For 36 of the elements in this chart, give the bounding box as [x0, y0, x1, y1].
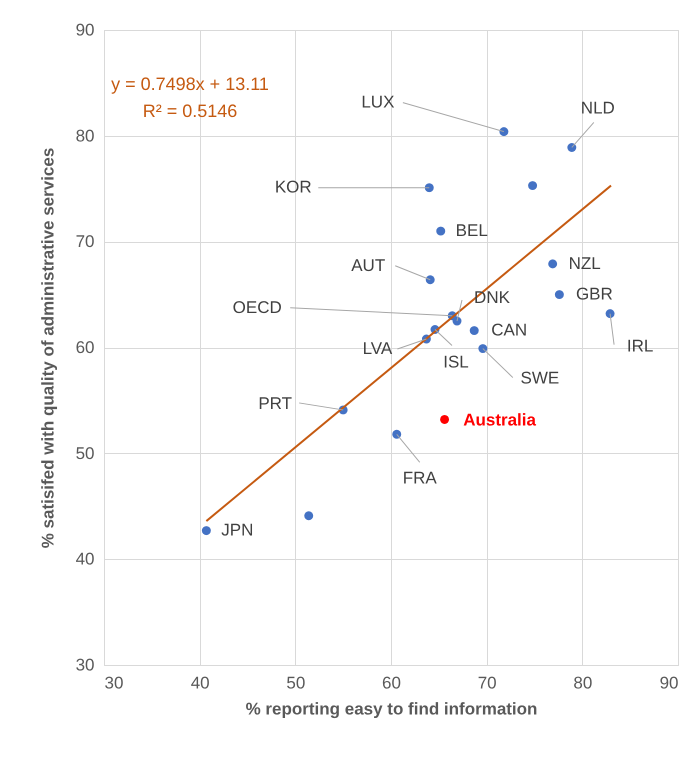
annotation: LUX	[361, 92, 394, 112]
annotation: DNK	[474, 288, 511, 308]
annotation: PRT	[258, 394, 292, 413]
x-tick-label: 70	[478, 674, 497, 692]
y-tick-label: 40	[76, 550, 94, 569]
annotation: CAN	[491, 320, 528, 340]
x-tick-label: 60	[382, 674, 401, 692]
annotation: y = 0.7498x + 13.11	[111, 74, 269, 94]
annotation: SWE	[520, 368, 560, 388]
annotation: GBR	[576, 284, 613, 304]
y-tick-label: 80	[76, 126, 94, 146]
x-tick-label: 80	[573, 674, 592, 692]
annotation: AUT	[351, 256, 386, 275]
x-tick-label: 90	[660, 674, 678, 692]
y-tick-label: 50	[76, 444, 94, 463]
y-tick-label: 90	[76, 20, 94, 40]
annotation: Australia	[463, 410, 536, 430]
x-tick-label: 50	[286, 674, 306, 692]
annotation: BEL	[456, 221, 488, 240]
annotation: IRL	[626, 336, 654, 356]
y-tick-label: 30	[76, 656, 94, 674]
annotation: KOR	[274, 178, 312, 197]
y-tick-label: 60	[76, 338, 94, 357]
annotation: NZL	[568, 254, 601, 273]
annotation: JPN	[221, 520, 254, 540]
annotation: LVA	[362, 339, 393, 358]
x-tick-label: 30	[104, 674, 124, 692]
annotation: FRA	[402, 468, 438, 488]
y-axis-title: % satisifed with quality of administrative services	[38, 148, 58, 548]
annotation: OECD	[232, 298, 282, 317]
annotation: ISL	[443, 352, 469, 372]
y-tick-label: 70	[76, 232, 94, 252]
x-axis-title: % reporting easy to find information	[246, 700, 538, 718]
x-tick-label: 40	[190, 674, 210, 692]
annotation: NLD	[580, 98, 615, 118]
annotation: R² = 0.5146	[142, 101, 238, 121]
